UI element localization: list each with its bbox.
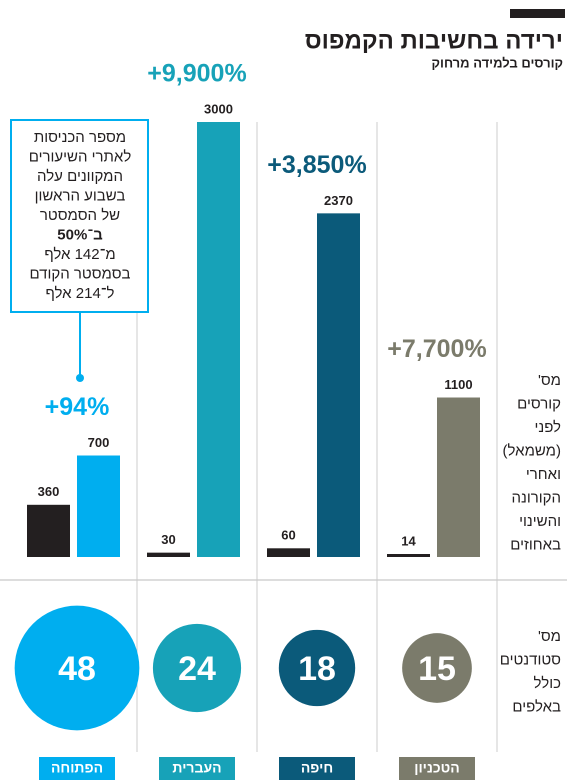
annotation-line: ל־214 אלף — [45, 285, 114, 302]
category-box — [399, 757, 475, 780]
side-note: הקורונה — [511, 489, 561, 506]
annotation-line: מספר הכניסות — [34, 129, 126, 146]
side-note: באלפים — [512, 698, 561, 715]
category-box — [159, 757, 235, 780]
annotation-line: לאתרי השיעורים — [29, 148, 132, 165]
category-box — [39, 757, 115, 780]
side-note: לפני — [534, 419, 561, 436]
student-circle — [402, 633, 472, 703]
category-label: הטכניון — [414, 760, 460, 776]
bar — [27, 504, 70, 557]
value-label: 700 — [88, 435, 110, 450]
category-label: חיפה — [301, 760, 333, 776]
student-circle — [14, 605, 140, 731]
student-circle — [278, 629, 356, 707]
value-label: 30 — [161, 532, 175, 547]
side-note: סטודנטים — [500, 651, 561, 668]
annotation-line: המקוונים עלה — [37, 168, 123, 185]
value-label: 360 — [38, 484, 60, 499]
student-label: 48 — [58, 650, 96, 688]
value-label: 14 — [401, 533, 416, 548]
student-label: 15 — [418, 650, 456, 688]
bar — [147, 552, 190, 557]
chart-title: ירידה בחשיבות הקמפוס — [305, 27, 563, 54]
annotation-dot — [76, 374, 84, 382]
side-note: כולל — [533, 675, 561, 692]
side-note: קורסים — [517, 395, 561, 412]
change-label: +7,700% — [387, 335, 486, 363]
bar — [387, 554, 430, 557]
annotation-line: בסמסטר הקודם — [29, 265, 130, 282]
value-label: 3000 — [204, 101, 233, 116]
side-note: והשינוי — [519, 513, 561, 530]
bar — [77, 455, 120, 557]
change-label: +94% — [45, 393, 110, 421]
change-label: +9,900% — [147, 60, 246, 88]
side-note: מס' — [538, 372, 561, 389]
chart-subtitle: קורסים בלמידה מרחוק — [432, 55, 563, 70]
side-note: ואחרי — [526, 466, 561, 483]
student-label: 18 — [298, 650, 336, 688]
annotation-line: ב־50% — [57, 226, 103, 243]
bar — [197, 122, 240, 557]
category-box — [279, 757, 355, 780]
bar — [317, 213, 360, 557]
annotation-box — [10, 119, 149, 313]
student-label: 24 — [178, 650, 216, 688]
title-bar — [510, 9, 565, 18]
value-label: 2370 — [324, 193, 353, 208]
category-label: העברית — [172, 760, 221, 776]
value-label: 1100 — [444, 377, 472, 392]
student-circle — [152, 623, 242, 713]
bar — [437, 397, 480, 557]
annotation-line: של הסמסטר — [40, 207, 120, 224]
annotation-line: בשבוע הראשון — [35, 187, 126, 204]
value-label: 60 — [281, 528, 295, 543]
annotation-line: מ־142 אלף — [44, 246, 115, 263]
bar — [267, 548, 310, 557]
side-note: באחוזים — [510, 536, 561, 553]
change-label: +3,850% — [267, 151, 366, 179]
side-note: מס' — [538, 628, 561, 645]
category-label: הפתוחה — [51, 760, 103, 776]
side-note: (משמאל) — [503, 442, 561, 459]
